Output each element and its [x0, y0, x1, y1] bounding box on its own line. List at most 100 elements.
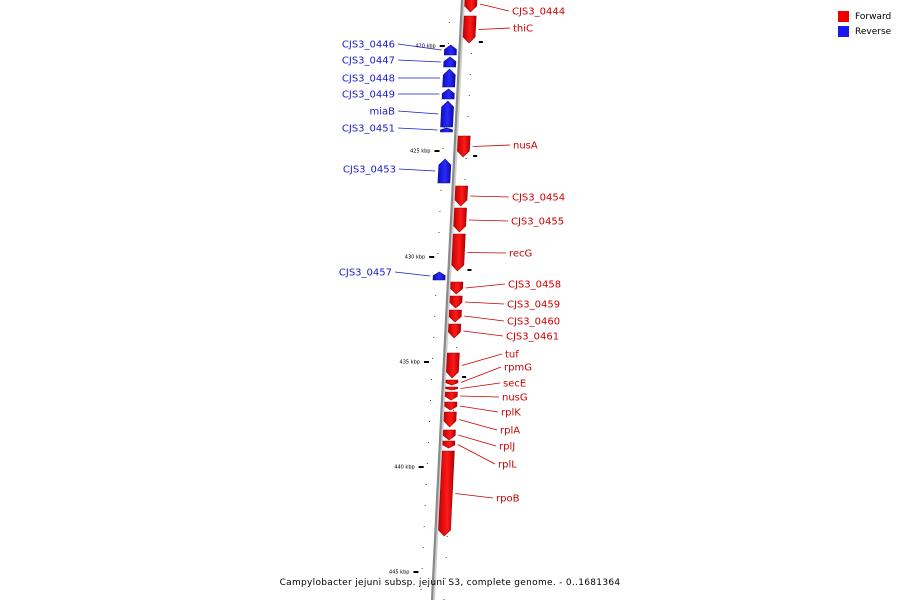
legend-item-reverse: Reverse: [838, 24, 891, 39]
minor-tick-left: [431, 379, 433, 380]
minor-tick-left: [430, 400, 431, 401]
gene-glyph-nusa: [457, 135, 471, 158]
leader-line: [479, 3, 510, 12]
tick-label: 425 kbp: [410, 149, 430, 155]
minor-tick-right: [470, 53, 472, 54]
minor-tick-left: [432, 358, 434, 359]
leader-line: [397, 127, 438, 131]
leader-line: [455, 493, 494, 499]
leader-line: [460, 366, 502, 383]
gene-label-rplj: rplJ: [499, 442, 515, 453]
axis-shadow: [431, 0, 466, 604]
gene-label-cjs3_0459: CJS3_0459: [507, 300, 560, 311]
gene-label-cjs3_0447: CJS3_0447: [342, 56, 395, 67]
major-tick: [429, 256, 435, 258]
forward-swatch: [838, 11, 849, 22]
leader-line: [459, 405, 499, 413]
minor-tick-left: [434, 316, 436, 317]
gene-glyph-cjs3_0451: [440, 127, 453, 133]
gene-glyph-tuf: [446, 352, 460, 379]
leader-line: [458, 434, 497, 447]
minor-tick-left: [420, 589, 422, 590]
reverse-swatch: [838, 26, 849, 37]
legend-label-forward: Forward: [855, 11, 892, 22]
gene-label-nusa: nusA: [513, 141, 538, 152]
leader-line: [465, 283, 506, 289]
minor-tick-left: [440, 190, 442, 191]
gene-label-cjs3_0451: CJS3_0451: [342, 124, 395, 135]
tick-label: 435 kbp: [400, 360, 420, 366]
minor-tick-left: [447, 43, 449, 44]
minor-tick-right: [465, 158, 467, 159]
minor-tick-left: [448, 22, 450, 23]
leader-line: [463, 330, 504, 337]
gene-glyph-thic: [462, 15, 477, 44]
leader-line: [398, 168, 436, 172]
gene-glyph-sece: [445, 386, 458, 391]
gene-label-cjs3_0449: CJS3_0449: [342, 90, 395, 101]
gene-label-cjs3_0448: CJS3_0448: [342, 74, 395, 85]
gene-glyph-rpob: [438, 450, 455, 537]
leader-line: [394, 271, 431, 277]
gene-label-tuf: tuf: [505, 350, 519, 361]
major-tick: [434, 150, 440, 152]
gene-glyph-cjs3_0453: [437, 158, 452, 184]
leader-line: [464, 301, 505, 305]
minor-tick-left: [422, 547, 424, 548]
tick-label: 430 kbp: [405, 255, 425, 261]
gene-glyph-cjs3_0461: [448, 323, 462, 339]
major-tick: [413, 571, 419, 573]
minor-tick-right: [464, 179, 466, 180]
gene-label-rpmg: rpmG: [504, 363, 532, 374]
gene-glyph-cjs3_0444: [464, 0, 478, 13]
tick-label: 440 kbp: [394, 465, 414, 471]
gene-glyph-nusg: [444, 391, 458, 401]
major-tick: [423, 361, 429, 363]
gene-glyph-cjs3_0460: [448, 309, 462, 323]
gene-label-recg: recG: [509, 249, 532, 260]
genome-caption: Campylobacter jejuni subsp. jejuni S3, c…: [279, 578, 621, 588]
gene-glyph-cjs3_0455: [453, 207, 467, 233]
leader-line: [460, 382, 501, 389]
gene-label-rpla: rplA: [500, 426, 520, 437]
leader-line: [461, 353, 503, 366]
major-tick: [439, 45, 445, 47]
gene-label-cjs3_0457: CJS3_0457: [339, 268, 392, 279]
axis-line: [430, 0, 464, 604]
leader-line: [457, 444, 496, 465]
leader-line: [464, 315, 505, 322]
gene-label-sece: secE: [503, 379, 526, 390]
gene-label-thic: thiC: [513, 24, 533, 35]
minor-tick-left: [443, 127, 445, 128]
minor-tick-left: [433, 337, 435, 338]
minor-tick-right: [445, 557, 447, 558]
leader-line: [470, 195, 510, 198]
gene-label-rpll: rplL: [498, 460, 517, 471]
minor-tick-left: [442, 148, 444, 149]
minor-tick-left: [423, 526, 425, 527]
gene-label-cjs3_0454: CJS3_0454: [512, 193, 565, 204]
leader-line: [467, 252, 507, 254]
minor-tick-left: [437, 253, 439, 254]
minor-tick-left: [424, 505, 426, 506]
minor-tick-left: [421, 568, 423, 569]
minor-tick-right: [468, 95, 470, 96]
leader-line: [468, 219, 509, 222]
tick-label: 445 kbp: [389, 570, 409, 576]
leader-line: [397, 59, 441, 63]
gene-glyph-rplk: [444, 401, 458, 411]
gene-glyph-miab: [440, 100, 454, 128]
minor-tick-right: [446, 536, 448, 537]
minor-tick-right: [469, 74, 471, 75]
gene-glyph-rpla: [443, 411, 457, 428]
tick-marker: [473, 155, 478, 157]
gene-label-cjs3_0458: CJS3_0458: [508, 280, 561, 291]
leader-line: [460, 395, 500, 398]
leader-line: [397, 43, 442, 51]
legend-label-reverse: Reverse: [855, 26, 892, 37]
gene-label-cjs3_0461: CJS3_0461: [506, 332, 559, 343]
minor-tick-right: [456, 347, 458, 348]
gene-label-rplk: rplK: [501, 408, 521, 419]
minor-tick-right: [444, 578, 446, 579]
